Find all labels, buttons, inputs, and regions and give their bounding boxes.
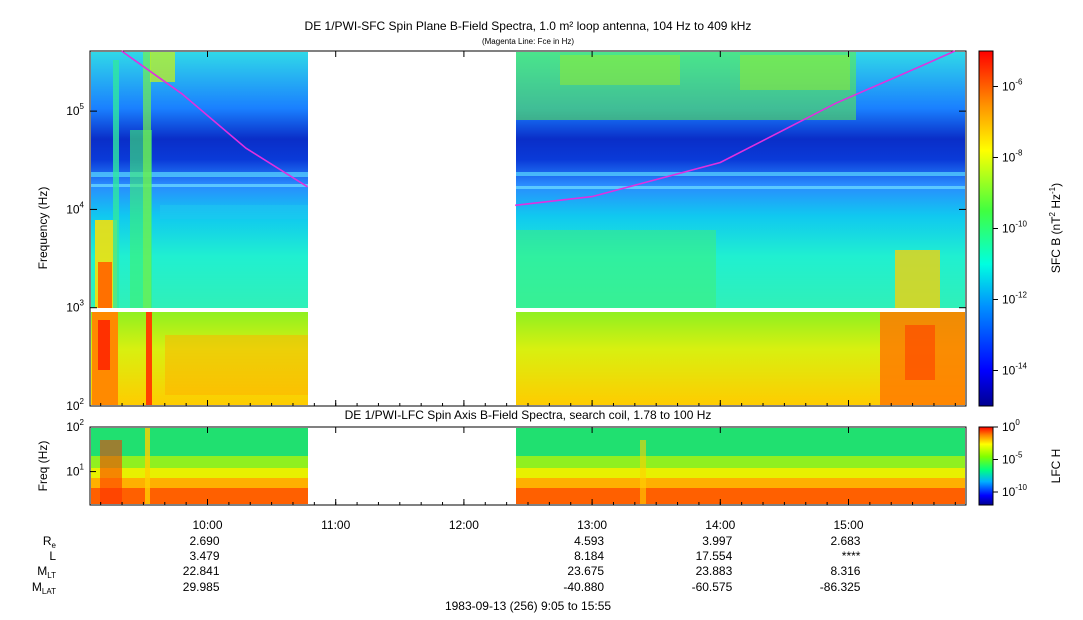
ephemeris-table: Re 2.690 4.593 3.997 2.683 L 3.479 8.184 17.554 *… (32, 534, 861, 596)
fce-line-segment-2 (515, 50, 956, 207)
lfc-colorbar: 100 10-5 10-10 LFC H (978, 418, 1063, 506)
ephemeris-value: 22.841 (183, 564, 220, 578)
lfc-colorbar-tick-label: 10-10 (1002, 483, 1027, 499)
ephemeris-value: 29.985 (183, 580, 220, 594)
chart-title-sfc: DE 1/PWI-SFC Spin Plane B-Field Spectra,… (305, 19, 752, 33)
ephemeris-value: -60.575 (692, 580, 733, 594)
time-tick-label: 15:00 (833, 518, 863, 532)
fce-line-segment-1 (121, 50, 308, 188)
lfc-y-axis-label: Freq (Hz) (36, 441, 50, 492)
chart-title-lfc: DE 1/PWI-LFC Spin Axis B-Field Spectra, … (345, 408, 712, 422)
time-tick-label: 12:00 (449, 518, 479, 532)
time-tick-label: 14:00 (705, 518, 735, 532)
ephemeris-value: 8.316 (830, 564, 860, 578)
lfc-colorbar-tick-label: 10-5 (1002, 451, 1023, 467)
ephemeris-value: **** (842, 549, 861, 563)
sfc-colorbar-tick-label: 10-8 (1002, 149, 1023, 165)
sfc-y-tick-label: 105 (66, 102, 84, 118)
ephemeris-value: 23.883 (696, 564, 733, 578)
time-tick-label: 11:00 (321, 518, 350, 532)
lfc-colorbar-tick-label: 100 (1002, 418, 1020, 434)
sfc-data-right (516, 52, 965, 405)
sfc-y-ticks: 102 103 104 105 (66, 102, 966, 413)
sfc-colorbar-ticks: 10-6 10-8 10-10 10-12 10-14 (993, 78, 1027, 378)
ephemeris-value: 3.997 (702, 534, 732, 548)
lfc-y-tick-label: 101 (66, 463, 84, 479)
ephemeris-row-label: MLT (37, 564, 56, 580)
ephemeris-value: 4.593 (574, 534, 604, 548)
time-tick-label: 13:00 (577, 518, 607, 532)
ephemeris-row-label: Re (43, 534, 57, 550)
time-range-footer: 1983-09-13 (256) 9:05 to 15:55 (445, 599, 611, 613)
sfc-colorbar-tick-label: 10-10 (1002, 220, 1027, 236)
lfc-colorbar-ticks: 100 10-5 10-10 (993, 418, 1027, 499)
lfc-colorbar-label: LFC H (1049, 449, 1063, 484)
sfc-y-tick-label: 103 (66, 299, 84, 315)
sfc-y-tick-label: 102 (66, 397, 84, 413)
sfc-y-axis-label: Frequency (Hz) (36, 187, 50, 270)
time-axis-ticks: 10:00 11:00 12:00 13:00 14:00 15:00 (100, 51, 956, 532)
chart-subtitle-sfc: (Magenta Line: Fce in Hz) (482, 37, 574, 46)
lfc-y-tick-label: 102 (66, 418, 84, 434)
sfc-data-left (91, 52, 308, 405)
sfc-colorbar-tick-label: 10-6 (1002, 78, 1023, 94)
sfc-colorbar-label: SFC B (nT2 Hz-1) (1048, 183, 1063, 273)
sfc-panel: Frequency (Hz) 102 103 104 105 (36, 50, 967, 413)
ephemeris-value: -40.880 (563, 580, 604, 594)
ephemeris-value: -86.325 (820, 580, 861, 594)
ephemeris-value: 3.479 (189, 549, 219, 563)
lfc-panel: Freq (Hz) 101 102 (36, 418, 967, 506)
sfc-colorbar-tick-label: 10-14 (1002, 362, 1027, 378)
sfc-y-tick-label: 104 (66, 200, 84, 216)
time-tick-label: 10:00 (192, 518, 222, 532)
ephemeris-value: 2.683 (830, 534, 860, 548)
lfc-y-ticks: 101 102 (66, 418, 96, 479)
sfc-colorbar: 10-6 10-8 10-10 10-12 10-14 SFC B (nT2 Hz-1) (978, 50, 1063, 407)
lfc-data-right (516, 428, 965, 504)
ephemeris-row-label: L (49, 549, 56, 563)
sfc-colorbar-tick-label: 10-12 (1002, 291, 1027, 307)
ephemeris-value: 8.184 (574, 549, 604, 563)
ephemeris-value: 23.675 (567, 564, 604, 578)
ephemeris-row-label: MLAT (32, 580, 56, 596)
ephemeris-value: 17.554 (696, 549, 733, 563)
ephemeris-value: 2.690 (189, 534, 219, 548)
lfc-data-left (91, 428, 308, 504)
